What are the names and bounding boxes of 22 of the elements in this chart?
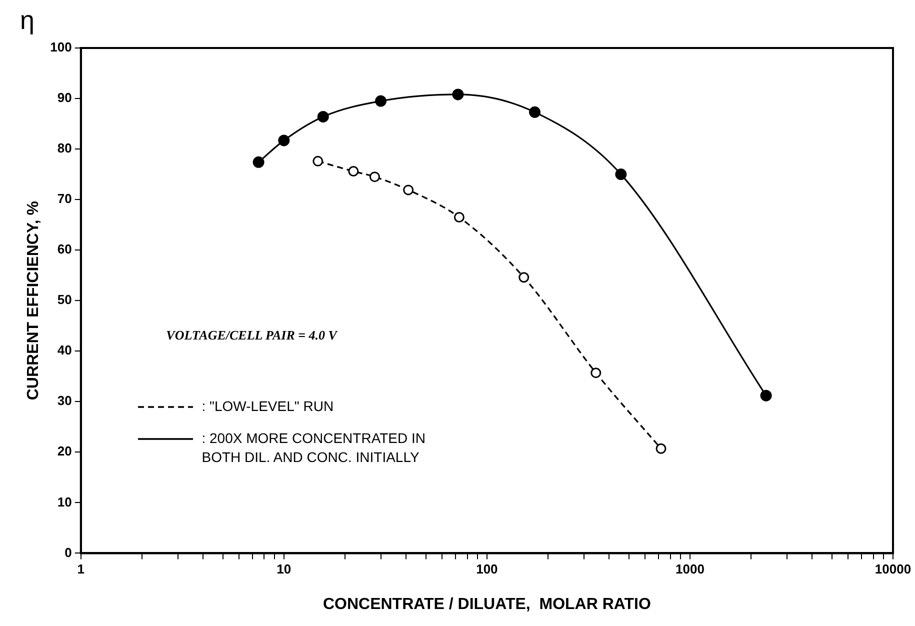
y-tick-label: 0 <box>64 544 72 560</box>
x-tick-label: 10000 <box>874 562 912 577</box>
x-tick-label: 1000 <box>676 562 704 577</box>
legend-label: : "LOW-LEVEL" RUN <box>202 396 335 416</box>
x-axis-title: CONCENTRATE / DILUATE, MOLAR RATIO <box>322 596 651 613</box>
y-tick-label: 10 <box>57 494 72 510</box>
x-tick-label: 100 <box>476 562 498 577</box>
y-tick-label: 30 <box>57 393 72 408</box>
y-tick-label: 70 <box>57 191 72 206</box>
y-tick-label: 20 <box>57 444 72 459</box>
y-tick-label: 100 <box>50 40 72 55</box>
legend-label: : 200X MORE CONCENTRATED IN BOTH DIL. AND CONC. INITIALLY <box>202 428 427 467</box>
x-tick-label: 1 <box>77 562 85 577</box>
y-tick-label: 60 <box>57 242 72 257</box>
y-tick-label: 40 <box>57 342 72 358</box>
annotation: VOLTAGE/CELL PAIR = 4.0 V <box>166 327 338 342</box>
y-tick-label: 90 <box>57 90 72 106</box>
y-tick-label: 50 <box>57 292 72 308</box>
text: η <box>20 5 34 36</box>
y-axis-title: CURRENT EFFICIENCY, % <box>25 201 42 400</box>
x-tick-label: 10 <box>276 562 292 577</box>
y-tick-label: 80 <box>57 140 72 156</box>
